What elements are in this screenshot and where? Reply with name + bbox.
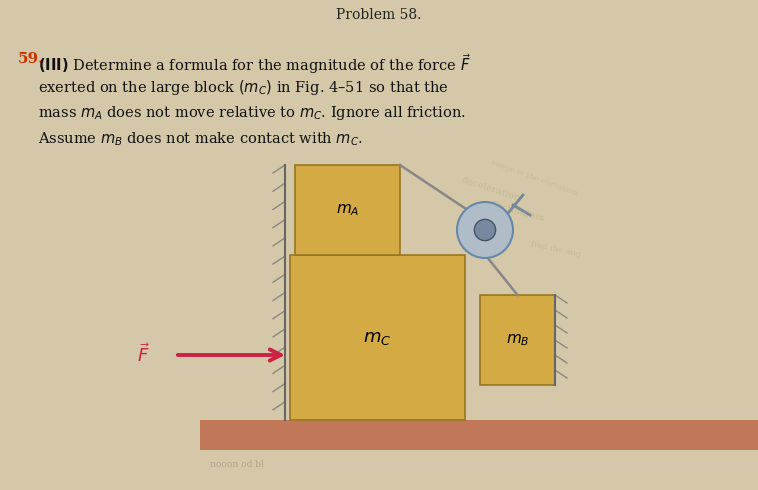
Circle shape (475, 220, 496, 241)
Text: $m_B$: $m_B$ (506, 332, 529, 348)
Circle shape (457, 202, 513, 258)
Text: $m_C$: $m_C$ (363, 328, 392, 346)
Text: Problem 58.: Problem 58. (337, 8, 421, 22)
Bar (290, 255, 465, 420)
Bar (200, 420, 758, 450)
Text: find the ang: find the ang (530, 240, 581, 258)
Bar (480, 295, 555, 385)
Bar (295, 165, 400, 255)
Text: $m_A$: $m_A$ (336, 202, 359, 218)
Text: 59.: 59. (18, 52, 45, 66)
Text: $\vec{F}$: $\vec{F}$ (137, 343, 150, 367)
Text: frictionless: frictionless (490, 200, 546, 223)
Text: range is the elevation: range is the elevation (490, 158, 578, 197)
Text: $\bf{(III)}$ Determine a formula for the magnitude of the force $\vec{F}$: $\bf{(III)}$ Determine a formula for the… (38, 52, 471, 76)
Text: mass $m_A$ does not move relative to $m_C$. Ignore all friction.: mass $m_A$ does not move relative to $m_… (38, 104, 466, 122)
Text: Assume $m_B$ does not make contact with $m_C$.: Assume $m_B$ does not make contact with … (38, 130, 363, 147)
Text: exerted on the large block $(m_C)$ in Fig. 4–51 so that the: exerted on the large block $(m_C)$ in Fi… (38, 78, 449, 97)
Text: deceleration: deceleration (460, 175, 522, 203)
Text: leoritev A no gnii: leoritev A no gnii (210, 440, 289, 449)
Text: nooon od bl: nooon od bl (210, 460, 264, 469)
